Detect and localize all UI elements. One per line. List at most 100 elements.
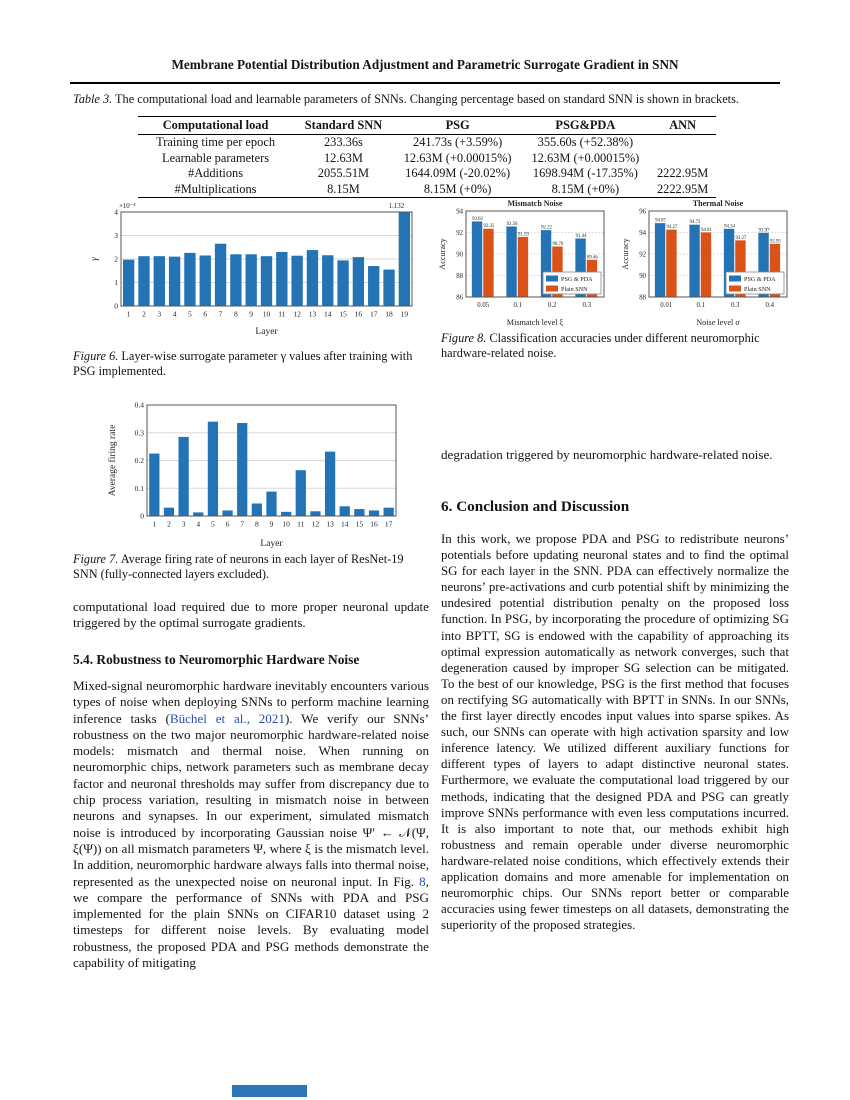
table-cell: 2222.95M bbox=[656, 166, 709, 181]
svg-text:13: 13 bbox=[309, 310, 317, 319]
table-row: Learnable parameters 12.63M 12.63M (+0.0… bbox=[138, 150, 716, 166]
svg-text:90: 90 bbox=[639, 273, 646, 280]
svg-text:94: 94 bbox=[456, 209, 463, 216]
svg-text:86: 86 bbox=[456, 295, 463, 302]
svg-text:93.97: 93.97 bbox=[759, 228, 770, 233]
svg-text:6: 6 bbox=[226, 520, 230, 529]
running-head: Membrane Potential Distribution Adjustme… bbox=[171, 57, 679, 72]
svg-text:14: 14 bbox=[341, 520, 349, 529]
svg-text:0.3: 0.3 bbox=[583, 302, 592, 309]
table-row: Training time per epoch 233.36s 241.73s … bbox=[138, 134, 716, 150]
svg-text:9: 9 bbox=[249, 310, 253, 319]
section-5-4-paragraph: Mixed-signal neuromorphic hardware inevi… bbox=[73, 678, 430, 971]
table-cell: 12.63M bbox=[323, 150, 363, 165]
table-cell: 241.73s (+3.59%) bbox=[413, 135, 503, 150]
svg-text:0.3: 0.3 bbox=[731, 302, 740, 309]
table3-caption-text: The computational load and learnable par… bbox=[115, 92, 739, 106]
svg-text:13: 13 bbox=[326, 520, 334, 529]
table-header-row: Computational load Standard SNN PSG PSG&… bbox=[138, 116, 716, 135]
left-paragraph-continuation: computational load required due to more … bbox=[73, 599, 429, 631]
svg-text:Thermal Noise: Thermal Noise bbox=[693, 199, 744, 208]
svg-text:11: 11 bbox=[278, 310, 285, 319]
section-5-4-heading: 5.4. Robustness to Neuromorphic Hardware… bbox=[73, 652, 360, 667]
table-cell: 12.63M (+0.00015%) bbox=[531, 150, 640, 165]
svg-text:8: 8 bbox=[234, 310, 238, 319]
svg-text:Average firing rate: Average firing rate bbox=[107, 425, 118, 497]
svg-text:93.03: 93.03 bbox=[472, 217, 483, 222]
svg-text:92.22: 92.22 bbox=[541, 226, 552, 231]
svg-text:12: 12 bbox=[312, 520, 320, 529]
svg-text:0.2: 0.2 bbox=[135, 456, 145, 465]
svg-text:1: 1 bbox=[152, 520, 156, 529]
figure7-caption-label: Figure 7. bbox=[73, 552, 119, 566]
figure8-charts-row: 93.03 92.56 92.22 91.44 92.35 91.59 90.70 89.46… bbox=[436, 196, 792, 327]
svg-text:7: 7 bbox=[219, 310, 223, 319]
svg-text:92: 92 bbox=[639, 252, 646, 259]
figure6-caption-label: Figure 6. bbox=[73, 349, 119, 363]
svg-text:5: 5 bbox=[211, 520, 215, 529]
svg-text:0.05: 0.05 bbox=[477, 302, 489, 309]
citation-link[interactable]: Büchel et al., 2021 bbox=[169, 710, 285, 726]
svg-text:94.73: 94.73 bbox=[690, 220, 701, 225]
table-cell: 2055.51M bbox=[317, 166, 370, 181]
svg-text:11: 11 bbox=[297, 520, 304, 529]
svg-text:92.35: 92.35 bbox=[484, 224, 495, 229]
header-rule bbox=[70, 82, 780, 84]
svg-text:γ: γ bbox=[90, 257, 100, 261]
table-header-cell: Standard SNN bbox=[293, 116, 394, 135]
citation-link[interactable]: 8 bbox=[419, 873, 426, 889]
table-header-cell: ANN bbox=[649, 116, 716, 135]
table3-caption-label: Table 3. bbox=[73, 92, 113, 106]
figure6-caption: Figure 6. Layer-wise surrogate parameter… bbox=[73, 349, 430, 379]
svg-text:4: 4 bbox=[196, 520, 200, 529]
table-cell: 1698.94M (-17.35%) bbox=[532, 166, 638, 181]
svg-text:×10⁻⁴: ×10⁻⁴ bbox=[119, 203, 136, 210]
svg-text:0.3: 0.3 bbox=[135, 428, 145, 437]
svg-text:Mismatch Noise: Mismatch Noise bbox=[508, 199, 563, 208]
table-row: #Multiplications 8.15M 8.15M (+0%) 8.15M… bbox=[138, 181, 716, 197]
svg-text:5: 5 bbox=[188, 310, 192, 319]
svg-text:92: 92 bbox=[456, 230, 463, 237]
svg-text:2: 2 bbox=[114, 255, 118, 264]
svg-text:8: 8 bbox=[255, 520, 259, 529]
table-cell: 1644.09M (-20.02%) bbox=[405, 166, 511, 181]
svg-text:1: 1 bbox=[127, 310, 131, 319]
table-row: #Additions 2055.51M 1644.09M (-20.02%) 1… bbox=[138, 166, 716, 182]
svg-text:90.70: 90.70 bbox=[553, 242, 564, 247]
svg-text:1.132: 1.132 bbox=[388, 202, 404, 210]
table-cell: 233.36s bbox=[323, 135, 363, 150]
table-cell: 8.15M bbox=[327, 181, 360, 196]
svg-text:89.46: 89.46 bbox=[587, 255, 598, 260]
svg-text:0.1: 0.1 bbox=[697, 302, 706, 309]
svg-text:6: 6 bbox=[203, 310, 207, 319]
svg-text:1: 1 bbox=[114, 278, 118, 287]
table-header-cell: PSG bbox=[393, 116, 522, 135]
table-cell: 12.63M (+0.00015%) bbox=[403, 150, 512, 165]
svg-text:3: 3 bbox=[157, 310, 161, 319]
table-cell: #Multiplications bbox=[174, 181, 257, 196]
svg-text:Accuracy: Accuracy bbox=[621, 237, 630, 269]
figure7-chart: 00.10.20.30.41 2 3 4 5 6 7 8 9 10 11 12 13 14 15 16 17La… bbox=[107, 401, 397, 548]
svg-text:Mismatch level ξ: Mismatch level ξ bbox=[507, 318, 564, 327]
svg-text:15: 15 bbox=[356, 520, 364, 529]
svg-text:94.27: 94.27 bbox=[667, 225, 678, 230]
figure8-caption: Figure 8. Classification accuracies unde… bbox=[441, 331, 786, 361]
svg-text:10: 10 bbox=[282, 520, 290, 529]
svg-text:91.44: 91.44 bbox=[576, 234, 587, 239]
svg-text:Plain SNN: Plain SNN bbox=[744, 286, 771, 293]
svg-text:88: 88 bbox=[456, 273, 463, 280]
svg-text:0.4: 0.4 bbox=[135, 401, 145, 410]
svg-text:94.01: 94.01 bbox=[701, 228, 712, 233]
svg-text:14: 14 bbox=[324, 310, 332, 319]
figure8-thermal-chart: 94.87 94.73 94.34 93.97 94.27 94.01 93.27 92.95… bbox=[621, 199, 788, 327]
svg-text:Layer: Layer bbox=[260, 539, 283, 548]
svg-text:10: 10 bbox=[263, 310, 271, 319]
svg-text:0: 0 bbox=[114, 302, 118, 311]
svg-text:Plain SNN: Plain SNN bbox=[561, 286, 588, 293]
svg-text:9: 9 bbox=[270, 520, 274, 529]
svg-text:16: 16 bbox=[370, 520, 378, 529]
svg-text:92.95: 92.95 bbox=[770, 239, 781, 244]
svg-text:7: 7 bbox=[240, 520, 244, 529]
svg-text:3: 3 bbox=[182, 520, 186, 529]
table-cell: Learnable parameters bbox=[162, 150, 270, 165]
